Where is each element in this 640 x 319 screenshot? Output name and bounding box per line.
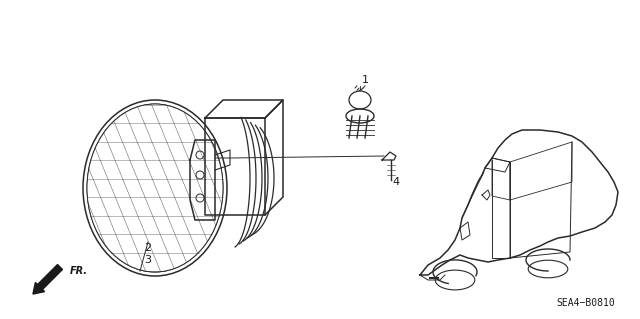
- FancyArrow shape: [33, 264, 63, 294]
- Ellipse shape: [87, 104, 223, 272]
- Text: 1: 1: [362, 75, 369, 85]
- Text: 2: 2: [145, 243, 152, 253]
- Text: 3: 3: [145, 255, 152, 265]
- Text: SEA4−B0810: SEA4−B0810: [556, 298, 615, 308]
- Text: 4: 4: [392, 177, 399, 187]
- Text: FR.: FR.: [70, 266, 88, 276]
